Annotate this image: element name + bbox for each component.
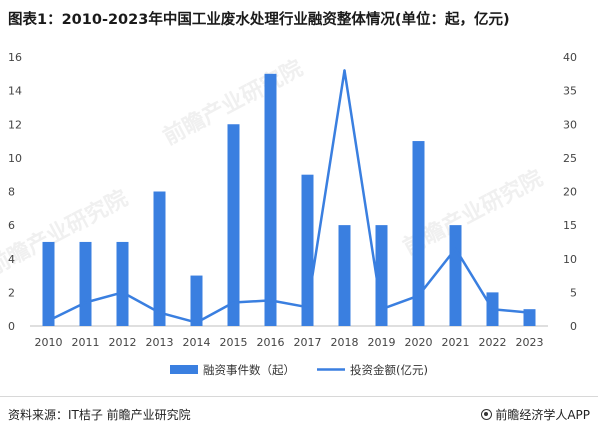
y-right-tick-label: 15 [563,219,577,232]
x-tick-label: 2011 [72,336,100,349]
source-note: 资料来源：IT桔子 前瞻产业研究院 [8,408,191,422]
y-left-tick-label: 4 [8,253,15,266]
footer: 资料来源：IT桔子 前瞻产业研究院 前瞻经济学人APP [0,396,598,431]
bar [116,241,129,326]
y-left-tick-label: 0 [8,320,15,333]
line-point [158,311,161,314]
y-left-tick-label: 8 [8,186,15,199]
bar [227,124,240,326]
line-point [491,307,494,311]
y-right-tick-label: 5 [570,286,577,299]
legend-label-line: 投资金额(亿元) [350,363,428,377]
series-line [47,69,530,324]
axes: 0 2 4 6 8 10 12 14 16 0 5 10 15 20 25 30 35 40 [8,51,577,333]
x-tick-label: 2012 [109,336,137,349]
y-right-tick-label: 25 [563,152,577,165]
y-right-tick-label: 35 [563,85,577,98]
y-left-tick-label: 10 [8,152,22,165]
line-point [269,299,272,302]
x-tick-label: 2014 [183,336,211,349]
bar [338,225,351,326]
x-tick-label: 2016 [257,336,285,349]
y-left-tick-label: 2 [8,286,15,299]
bar [264,73,277,326]
line-point [306,305,309,309]
bar-series [42,73,536,326]
legend-swatch-bar [170,365,198,374]
y-right-tick-label: 40 [563,51,577,64]
bar [412,141,425,326]
x-tick-label: 2021 [442,336,470,349]
bar [375,225,388,326]
legend-label-bar: 融资事件数（起） [203,363,295,377]
line-point [121,291,124,294]
bar [190,275,203,326]
x-tick-label: 2015 [220,336,248,349]
brand-label: 前瞻经济学人APP [481,406,590,423]
line-point [380,307,383,311]
line-point [454,247,457,250]
x-tick-label: 2010 [35,336,63,349]
y-right-tick-label: 10 [563,253,577,266]
x-tick-label: 2023 [516,336,544,349]
y-right-tick-label: 0 [570,320,577,333]
x-tick-label: 2018 [331,336,359,349]
x-tick-label: 2017 [294,336,322,349]
line-point [417,294,420,297]
y-left-tick-label: 12 [8,118,22,131]
x-axis-ticks: 2010 2011 2012 2013 2014 2015 2016 2017 2018 2019… [35,336,544,349]
x-tick-label: 2020 [405,336,433,349]
line-series [47,69,531,324]
line-point [47,319,50,322]
bar [153,191,166,326]
bar [42,241,55,326]
x-tick-label: 2019 [368,336,396,349]
legend: 融资事件数（起） 投资金额(亿元) [170,363,428,377]
y-left-tick-label: 14 [8,85,22,98]
y-left-tick-label: 6 [8,219,15,232]
line-point [343,69,346,72]
line-point [195,321,198,324]
bar [79,241,92,326]
line-point [232,301,235,304]
y-right-tick-label: 30 [563,118,577,131]
line-point [84,301,87,304]
chart-title: 图表1：2010-2023年中国工业废水处理行业融资整体情况(单位：起，亿元) [8,12,510,28]
y-left-tick-label: 16 [8,51,22,64]
line-point [528,311,531,314]
brand-logo-icon [481,409,493,420]
bar [449,225,462,326]
brand-text: 前瞻经济学人APP [495,408,590,422]
y-right-tick-label: 20 [563,186,577,199]
x-tick-label: 2022 [479,336,507,349]
x-tick-label: 2013 [146,336,174,349]
